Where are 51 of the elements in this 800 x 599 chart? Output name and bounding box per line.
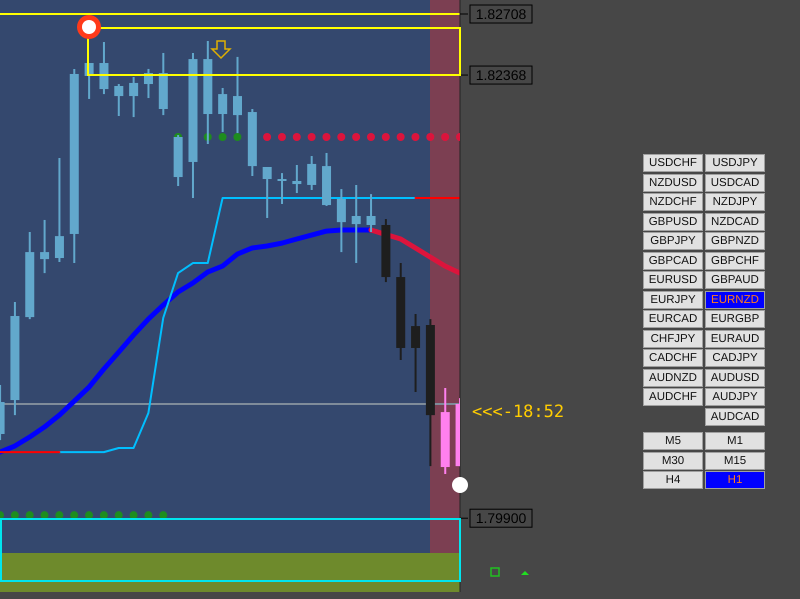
category-label: EURAUD — [705, 330, 765, 348]
candlestick — [352, 184, 361, 264]
candlestick — [336, 188, 346, 254]
category-label: EURJPY — [643, 290, 703, 308]
y-tick-label: 1.82708 — [476, 6, 527, 22]
candlestick — [278, 172, 287, 205]
category-label: H1 — [705, 471, 765, 489]
category-label: AUDJPY — [705, 388, 765, 406]
y-tick-label: 1.79900 — [476, 510, 527, 526]
candlestick — [292, 164, 302, 194]
category-label: AUDUSD — [705, 368, 765, 386]
candlestick — [307, 155, 316, 191]
candlestick — [114, 83, 124, 117]
category-label: M15 — [705, 452, 765, 470]
category-label: NZDCHF — [643, 193, 703, 211]
candlestick — [262, 166, 272, 219]
category-label: GBPAUD — [705, 271, 765, 289]
category-label: AUDNZD — [643, 368, 703, 386]
category-label: M30 — [643, 452, 703, 470]
line-series — [58, 197, 416, 454]
category-label: CADJPY — [705, 349, 765, 367]
category-label: GBPNZD — [705, 232, 765, 250]
category-label: M1 — [705, 432, 765, 450]
category-label: USDJPY — [705, 154, 765, 172]
category-label: GBPCHF — [705, 252, 765, 270]
candlestick — [411, 313, 420, 393]
category-label: AUDCHF — [643, 388, 703, 406]
text: <<<-18:52 — [472, 402, 564, 422]
category-label: GBPUSD — [643, 212, 703, 230]
candlestick — [40, 218, 50, 274]
category-label: USDCAD — [705, 174, 765, 192]
category-label: H4 — [643, 471, 703, 489]
candlestick — [218, 86, 228, 133]
category-label: NZDUSD — [643, 174, 703, 192]
y-tick-label: 1.82368 — [476, 67, 527, 84]
category-label: EURNZD — [705, 290, 765, 308]
category-label: AUDCAD — [705, 408, 765, 426]
category-label: EURCAD — [643, 310, 703, 328]
candlestick — [54, 157, 64, 263]
category-label: EURUSD — [643, 271, 703, 289]
category-label: NZDCAD — [705, 212, 765, 230]
category-label: USDCHF — [643, 154, 703, 172]
category-label: CADCHF — [643, 349, 703, 367]
candlestick — [366, 193, 376, 233]
category-label: GBPJPY — [643, 232, 703, 250]
category-label: GBPCAD — [643, 252, 703, 270]
category-label: CHFJPY — [643, 330, 703, 348]
category-label: EURGBP — [705, 310, 765, 328]
category-label: NZDJPY — [705, 193, 765, 211]
candlestick — [129, 76, 138, 118]
category-label: M5 — [643, 432, 703, 450]
